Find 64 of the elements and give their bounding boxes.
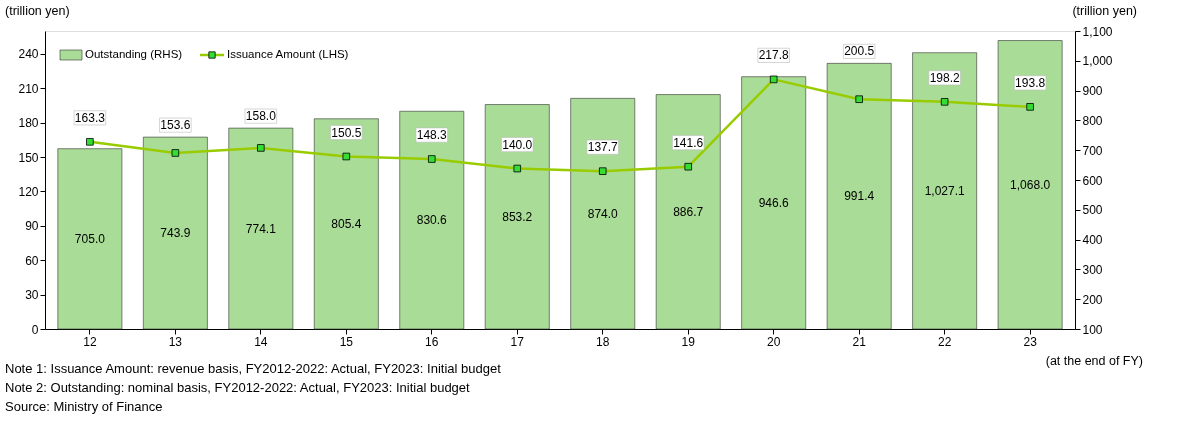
data-label: 200.5 xyxy=(844,44,875,59)
y2-axis-title: (trillion yen) xyxy=(1072,4,1137,18)
data-label: 874.0 xyxy=(587,206,619,221)
data-label: 705.0 xyxy=(74,231,106,246)
data-label: 946.6 xyxy=(758,195,790,210)
data-label: 991.4 xyxy=(844,189,875,204)
y2-tick-label: 500 xyxy=(1082,203,1103,218)
y2-tick-label: 700 xyxy=(1082,143,1103,158)
y2-tick-label: 300 xyxy=(1082,262,1103,277)
data-label: 805.4 xyxy=(331,216,362,231)
y-tick-label: 60 xyxy=(25,253,39,268)
data-label: 198.2 xyxy=(929,70,960,85)
data-label: 153.6 xyxy=(160,118,191,133)
data-label: 1,027.1 xyxy=(924,183,965,198)
source-note: Source: Ministry of Finance xyxy=(5,399,163,414)
y2-tick-label: 200 xyxy=(1082,292,1103,307)
legend-label: Outstanding (RHS) xyxy=(85,48,183,60)
data-label: 830.6 xyxy=(416,213,448,228)
y-tick-label: 90 xyxy=(25,219,39,234)
data-label: 774.1 xyxy=(245,221,277,236)
y-tick-label: 0 xyxy=(31,322,39,337)
data-label: 886.7 xyxy=(673,204,704,219)
x-axis-title: (at the end of FY) xyxy=(1045,354,1143,368)
y2-tick-label: 900 xyxy=(1082,84,1103,99)
data-label: 853.2 xyxy=(502,209,533,224)
data-label: 148.3 xyxy=(416,128,448,143)
data-label: 140.0 xyxy=(502,137,533,152)
x-tick-label: 21 xyxy=(852,334,867,349)
y-tick-label: 180 xyxy=(18,116,39,131)
y-axis-title: (trillion yen) xyxy=(5,4,70,18)
y-tick-label: 210 xyxy=(18,81,39,96)
y2-tick-label: 100 xyxy=(1082,322,1103,337)
y2-tick-label: 600 xyxy=(1082,173,1103,188)
y-tick-label: 150 xyxy=(18,150,39,165)
y2-tick-label: 1,000 xyxy=(1082,54,1113,69)
data-label: 743.9 xyxy=(160,226,191,241)
data-label: 137.7 xyxy=(587,140,619,155)
text: Note 2: Outstanding: nominal basis, FY2012-2022: Actual, FY2023: Initial budget xyxy=(5,380,471,395)
x-tick-label: 17 xyxy=(510,334,525,349)
legend-label: Issuance Amount (LHS) xyxy=(227,48,349,60)
x-tick-label: 13 xyxy=(168,334,183,349)
data-label: 163.3 xyxy=(74,110,106,125)
x-tick-label: 15 xyxy=(339,334,354,349)
data-label: 1,068.0 xyxy=(1010,177,1051,192)
x-tick-label: 22 xyxy=(937,334,952,349)
x-tick-label: 20 xyxy=(767,334,781,349)
x-tick-label: 19 xyxy=(681,334,696,349)
data-label: 158.0 xyxy=(245,109,277,124)
x-tick-label: 18 xyxy=(596,334,610,349)
x-tick-label: 14 xyxy=(254,334,268,349)
x-tick-label: 23 xyxy=(1023,334,1038,349)
y2-tick-label: 800 xyxy=(1082,113,1103,128)
y2-tick-label: 1,100 xyxy=(1082,24,1113,39)
data-label: 150.5 xyxy=(331,125,362,140)
data-label: 193.8 xyxy=(1015,75,1046,90)
y2-tick-label: 400 xyxy=(1082,233,1103,248)
text: Note 1: Issuance Amount: revenue basis, FY2012-2022: Actual, FY2023: Initial budget xyxy=(5,361,502,376)
y-tick-label: 240 xyxy=(18,47,39,62)
x-tick-label: 16 xyxy=(425,334,439,349)
y-tick-label: 120 xyxy=(18,184,39,199)
y-tick-label: 30 xyxy=(25,288,39,303)
data-label: 141.6 xyxy=(673,135,704,150)
data-label: 217.8 xyxy=(758,48,790,63)
x-tick-label: 12 xyxy=(83,334,97,349)
